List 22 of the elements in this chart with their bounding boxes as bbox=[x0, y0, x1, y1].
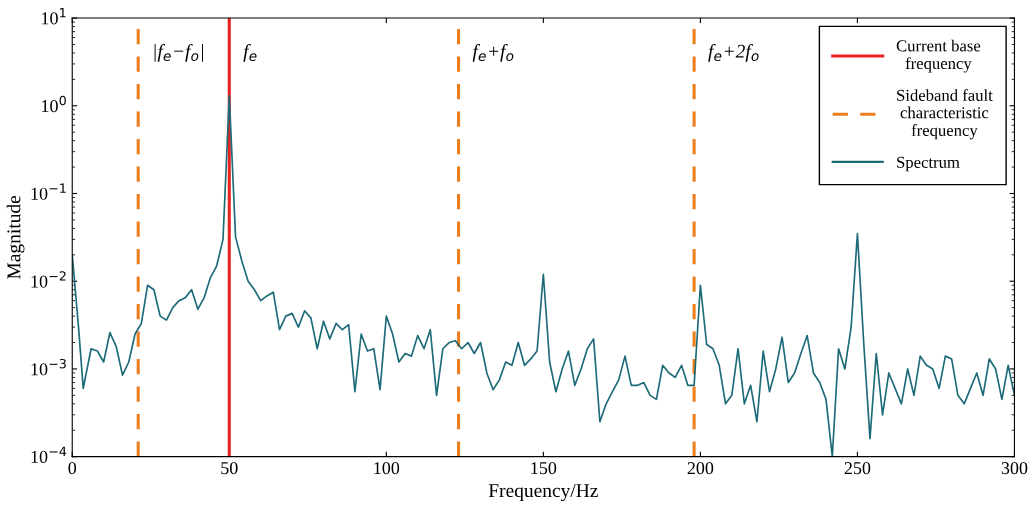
y-tick-label: 10$^{−4}$ bbox=[31, 446, 67, 464]
y-tick-label: 10$^{−1}$ bbox=[31, 183, 66, 200]
annotation: f$_{e}$ bbox=[243, 43, 257, 62]
y-tick-label: 10$^{−2}$ bbox=[31, 271, 66, 288]
x-tick-label: 300 bbox=[1001, 462, 1028, 475]
legend-label: Sideband fault characteristic frequency bbox=[897, 89, 993, 140]
x-tick-label: 100 bbox=[374, 462, 400, 475]
annotation: |f$_{e}$−f$_{o}$| bbox=[154, 43, 203, 62]
annotation: f$_{e}$+f$_{o}$ bbox=[472, 43, 514, 62]
legend-label: Spectrum bbox=[897, 156, 960, 172]
y-tick-label: 10$^{−3}$ bbox=[31, 358, 66, 376]
x-tick-label: 200 bbox=[687, 462, 714, 475]
y-axis-title: Magnitude bbox=[6, 195, 25, 279]
annotation: f$_{e}$+2f$_{o}$ bbox=[708, 43, 759, 62]
x-axis-title: Frequency/Hz bbox=[488, 484, 598, 502]
x-tick-label: 250 bbox=[844, 462, 871, 475]
legend-label: Current base frequency bbox=[896, 39, 981, 73]
x-tick-label: 0 bbox=[68, 462, 77, 475]
y-tick-label: 10$^{0}$ bbox=[42, 95, 66, 113]
y-tick-label: 10$^{1}$ bbox=[42, 8, 66, 25]
x-tick-label: 150 bbox=[531, 462, 557, 475]
x-tick-label: 50 bbox=[221, 462, 238, 475]
